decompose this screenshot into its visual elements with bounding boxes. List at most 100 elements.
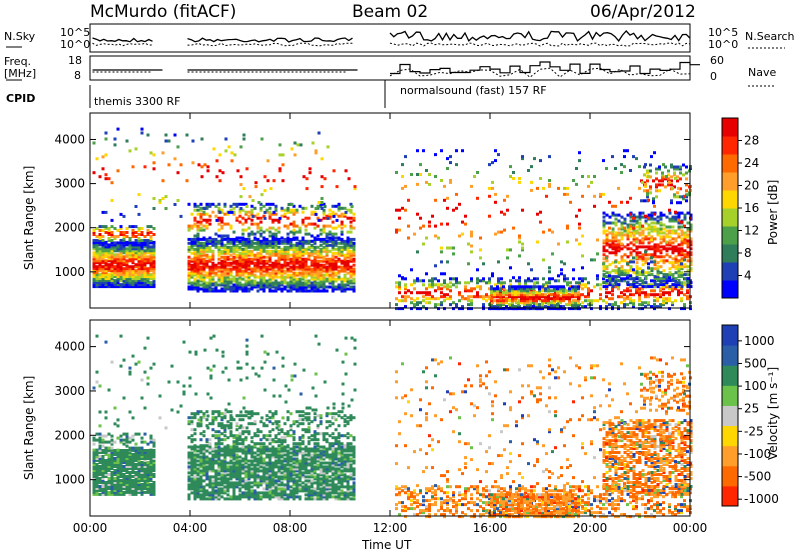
velocity-echo: [107, 449, 111, 452]
power-echo: [211, 253, 215, 257]
power-echo: [490, 293, 493, 297]
power-echo: [104, 277, 108, 281]
power-echo: [659, 293, 662, 297]
power-echo: [605, 233, 609, 237]
power-echo: [574, 301, 577, 305]
velocity-echo: [101, 440, 105, 444]
power-echo: [208, 218, 212, 222]
velocity-echo: [104, 481, 108, 484]
power-echo: [149, 255, 153, 259]
velocity-echo: [98, 473, 102, 476]
power-echo: [662, 259, 666, 263]
velocity-echo: [101, 444, 105, 448]
power-echo: [313, 245, 317, 249]
power-echo: [676, 179, 679, 183]
power-echo: [271, 251, 275, 255]
power-echo: [110, 253, 114, 257]
power-echo: [496, 301, 499, 305]
power-echo: [274, 249, 278, 253]
power-echo: [286, 261, 290, 265]
power-echo: [187, 226, 191, 230]
power-echo: [602, 192, 605, 196]
power-echo: [98, 265, 102, 269]
velocity-echo: [107, 479, 111, 482]
power-echo: [343, 269, 347, 273]
power-echo: [220, 210, 224, 214]
power-echo: [199, 243, 203, 247]
power-echo: [331, 204, 335, 208]
power-echo: [520, 297, 523, 301]
power-echo: [331, 251, 335, 255]
power-echo: [623, 219, 627, 223]
power-echo: [244, 261, 248, 265]
power-echo: [650, 253, 654, 257]
velocity-echo: [122, 477, 126, 480]
power-echo: [626, 281, 630, 285]
velocity-echo: [107, 477, 111, 480]
power-echo: [328, 265, 332, 269]
power-echo: [653, 221, 657, 225]
velocity-echo: [152, 465, 156, 468]
power-echo: [671, 186, 674, 190]
power-echo: [95, 249, 99, 253]
power-echo: [689, 241, 693, 245]
power-echo: [247, 259, 251, 263]
power-echo: [668, 235, 672, 239]
power-echo: [262, 285, 266, 289]
power-echo: [301, 222, 305, 226]
power-echo: [274, 241, 278, 245]
velocity-echo: [214, 449, 218, 453]
power-echo: [116, 241, 120, 245]
power-echo: [238, 202, 242, 206]
power-echo: [605, 235, 609, 239]
power-echo: [334, 285, 338, 289]
power-echo: [542, 287, 545, 291]
power-echo: [553, 305, 556, 309]
power-echo: [526, 305, 529, 309]
power-echo: [301, 259, 305, 263]
power-echo: [646, 179, 649, 183]
power-echo: [416, 297, 419, 301]
velocity-echo: [217, 487, 221, 491]
power-echo: [650, 305, 653, 309]
power-echo: [101, 243, 105, 247]
power-echo: [244, 285, 248, 289]
power-echo: [268, 267, 272, 271]
power-echo: [226, 251, 230, 255]
power-echo: [650, 211, 654, 215]
power-echo: [662, 293, 665, 297]
power-echo: [662, 283, 666, 287]
power-echo: [689, 267, 693, 271]
velocity-echo: [116, 455, 120, 458]
power-echo: [656, 221, 660, 225]
velocity-echo: [131, 467, 135, 470]
power-echo: [277, 285, 281, 289]
power-echo: [298, 239, 302, 243]
velocity-echo: [137, 448, 141, 452]
power-echo: [574, 293, 577, 297]
power-echo: [137, 261, 141, 265]
power-echo: [677, 227, 681, 231]
power-echo: [232, 210, 236, 214]
power-echo: [680, 297, 683, 301]
power-echo: [611, 213, 615, 217]
power-echo: [107, 277, 111, 281]
power-echo: [316, 285, 320, 289]
power-echo: [611, 289, 614, 293]
velocity-echo: [146, 451, 150, 454]
power-echo: [398, 281, 401, 285]
power-echo: [608, 226, 611, 230]
power-echo: [623, 271, 627, 275]
velocity-echo: [193, 455, 197, 459]
power-echo: [511, 305, 514, 309]
power-echo: [667, 183, 670, 187]
power-echo: [193, 239, 197, 243]
power-echo: [134, 275, 138, 279]
power-echo: [506, 194, 509, 198]
power-echo: [328, 216, 332, 220]
power-echo: [250, 261, 254, 265]
velocity-echo: [205, 467, 209, 471]
power-echo: [223, 243, 227, 247]
power-echo: [458, 307, 461, 311]
velocity-echo: [116, 481, 120, 484]
